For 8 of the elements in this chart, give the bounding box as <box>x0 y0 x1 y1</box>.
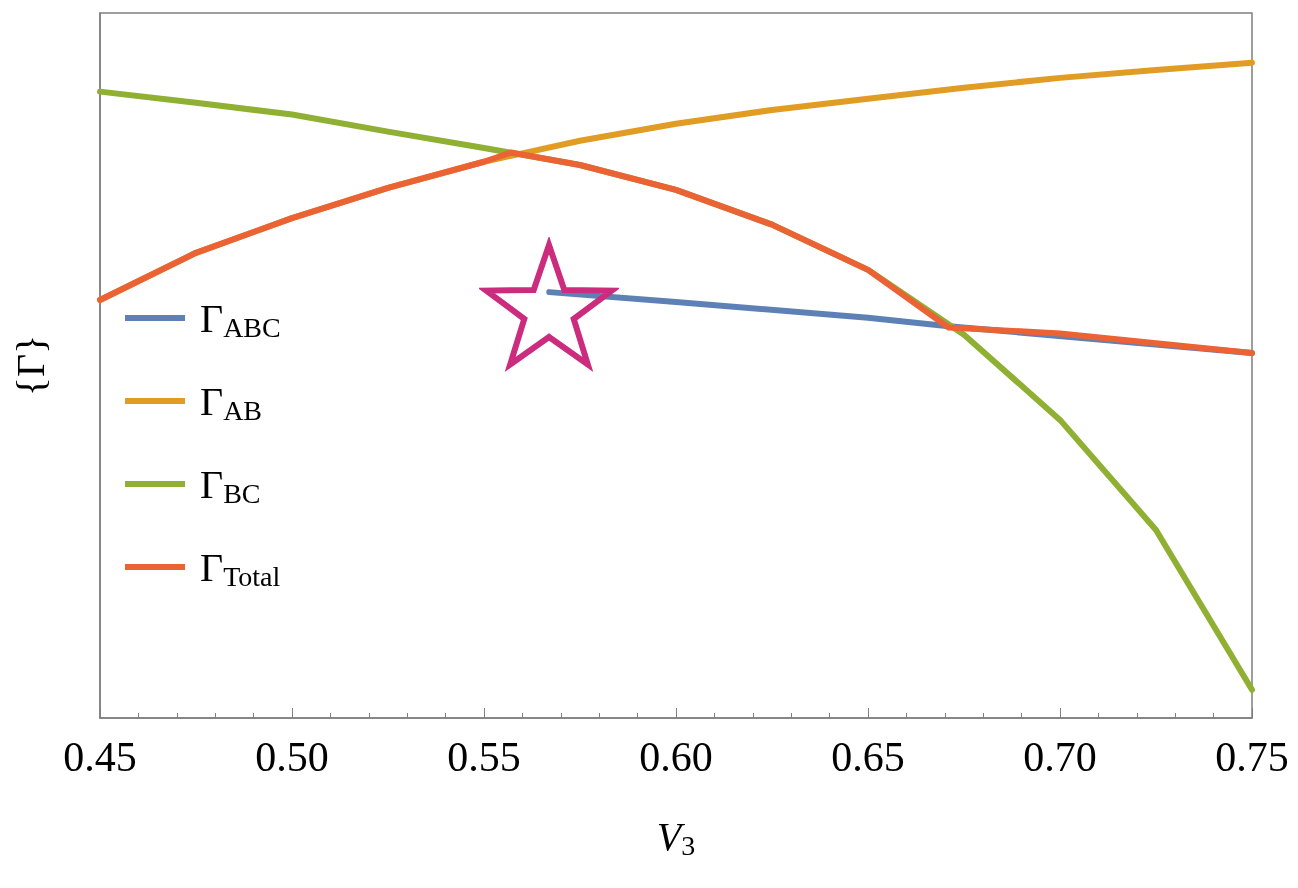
x-tick-label: 0.45 <box>63 734 137 780</box>
x-tick-label: 0.65 <box>831 734 905 780</box>
x-tick-label: 0.55 <box>447 734 521 780</box>
x-tick-label: 0.60 <box>639 734 713 780</box>
x-tick-label: 0.70 <box>1023 734 1097 780</box>
x-tick-label: 0.50 <box>255 734 329 780</box>
x-tick-label: 0.75 <box>1215 734 1289 780</box>
y-axis-title: {Γ} <box>7 334 53 397</box>
